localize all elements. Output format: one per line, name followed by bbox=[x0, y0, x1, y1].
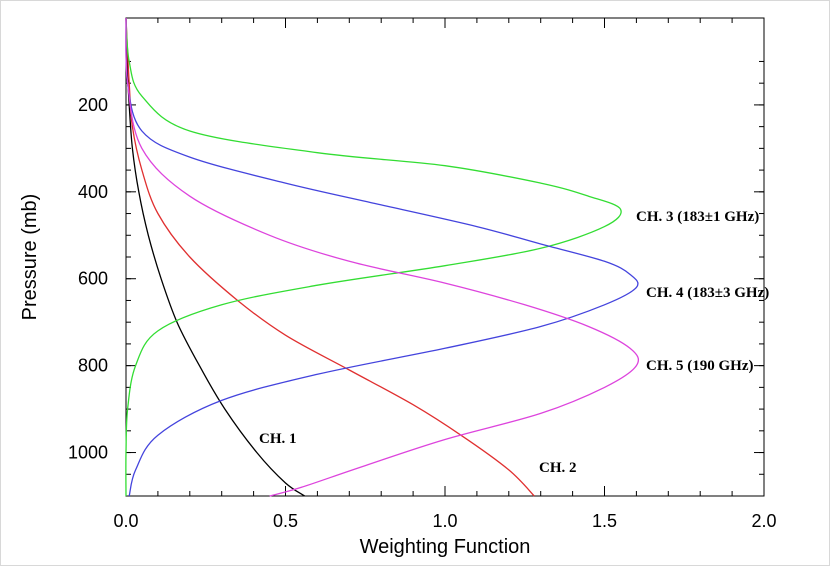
label-ch2: CH. 2 bbox=[539, 460, 577, 476]
label-ch1: CH. 1 bbox=[259, 431, 297, 447]
axis-ticks: 0.0 0.5 1.0 1.5 2.0 200 400 600 800 1000 bbox=[68, 18, 777, 531]
x-tick-label: 0.5 bbox=[273, 511, 298, 531]
y-tick-label: 200 bbox=[78, 95, 108, 115]
series-line-ch5 bbox=[125, 17, 640, 497]
y-axis-label: Pressure (mb) bbox=[19, 194, 41, 321]
series-line-ch3 bbox=[125, 17, 622, 497]
y-tick-label: 600 bbox=[78, 269, 108, 289]
label-ch3: CH. 3 (183±1 GHz) bbox=[636, 209, 759, 225]
series-line-ch4 bbox=[125, 17, 639, 497]
x-tick-label: 1.0 bbox=[432, 511, 457, 531]
label-ch5: CH. 5 (190 GHz) bbox=[646, 358, 753, 374]
y-tick-label: 800 bbox=[78, 356, 108, 376]
y-tick-label: 1000 bbox=[68, 443, 108, 463]
x-axis-label: Weighting Function bbox=[360, 536, 531, 558]
x-tick-label: 1.5 bbox=[592, 511, 617, 531]
series-line-ch1 bbox=[125, 17, 305, 497]
label-ch4: CH. 4 (183±3 GHz) bbox=[646, 285, 769, 301]
x-tick-label: 0.0 bbox=[113, 511, 138, 531]
series-lines bbox=[125, 17, 640, 497]
y-tick-label: 400 bbox=[78, 182, 108, 202]
x-tick-label: 2.0 bbox=[751, 511, 776, 531]
